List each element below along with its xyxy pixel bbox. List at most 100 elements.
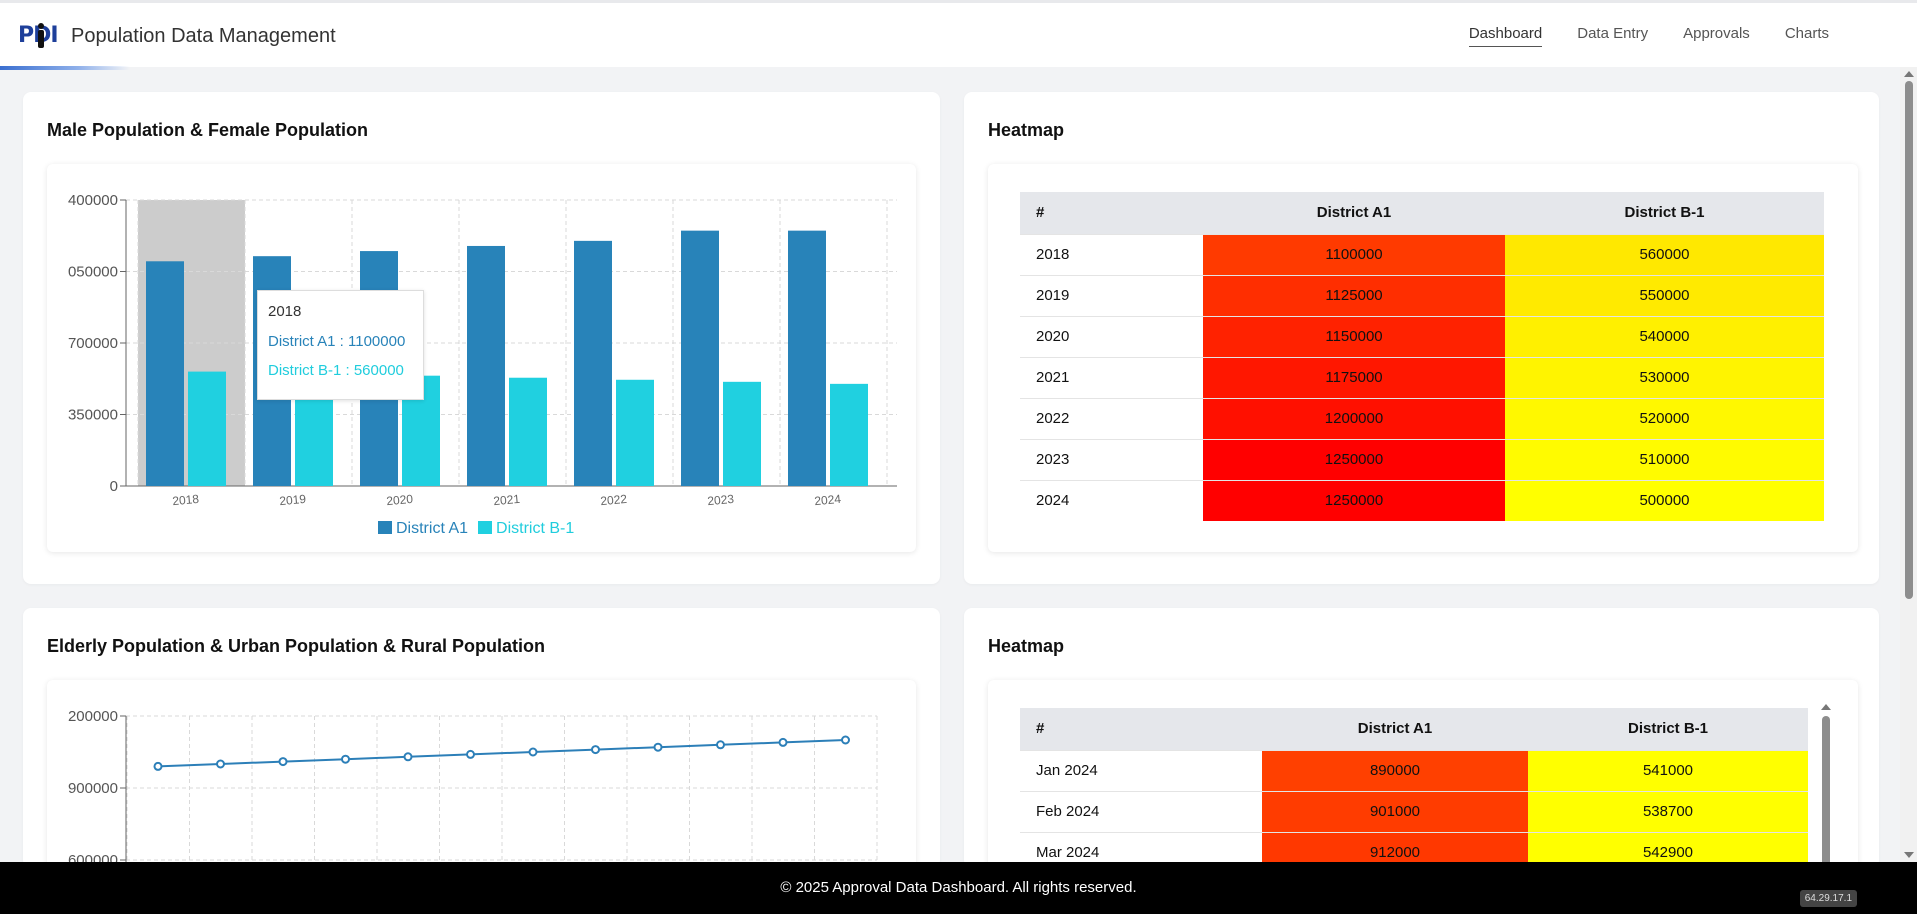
heatmap-cell-district-a1: 1150000 [1203, 315, 1505, 357]
legend-label-b1: District B-1 [496, 520, 575, 537]
nav-data-entry[interactable]: Data Entry [1577, 25, 1649, 42]
series-point [403, 752, 413, 762]
y-tick-label: 050000 [68, 264, 118, 281]
heatmap-cell-district-b1: 530000 [1505, 356, 1824, 398]
app-header: PDI Population Data Management Dashboard… [0, 3, 1917, 70]
nav-dashboard[interactable]: Dashboard [1468, 25, 1543, 47]
heatmap-cell-district-b1: 540000 [1505, 315, 1824, 357]
app-title: Population Data Management [71, 25, 336, 47]
scroll-up-arrow-icon[interactable] [1821, 704, 1831, 710]
legend-item-district-a1[interactable]: District A1 [378, 520, 468, 538]
nav-approvals[interactable]: Approvals [1683, 25, 1750, 42]
heatmap-cell-district-a1: 1250000 [1203, 438, 1505, 480]
heatmap-scrollbar[interactable] [1820, 704, 1832, 880]
bar-district-a1 [146, 261, 184, 486]
heatmap-row-label: 2019 [1020, 274, 1203, 316]
series-point [153, 761, 163, 771]
heatmap-row-label: 2021 [1020, 356, 1203, 398]
legend-label-a1: District A1 [396, 520, 469, 537]
bar-chart-card: Male Population & Female Population 0 350… [23, 92, 940, 584]
app-logo[interactable]: PDI [18, 20, 59, 54]
series-point [778, 737, 788, 747]
heatmap-panel-yearly: # District A1 District B-1 2018 1100000 56… [988, 164, 1858, 552]
heatmap-cell-district-b1: 560000 [1505, 233, 1824, 275]
bar-district-a1 [574, 240, 612, 486]
heatmap-table-monthly: # District A1 District B-1 Jan 2024 89000… [1020, 708, 1808, 873]
heatmap-cell-district-b1: 500000 [1505, 479, 1824, 521]
heatmap-row: 2018 1100000 560000 [1020, 233, 1824, 275]
heatmap-cell-district-a1: 1200000 [1203, 397, 1505, 439]
header-accent-bar [0, 66, 130, 70]
heatmap-cell-district-a1: 901000 [1262, 790, 1528, 832]
page-scroll-up-arrow-icon[interactable] [1904, 71, 1914, 77]
heatmap-row-label: 2024 [1020, 479, 1203, 521]
x-tick-label: 2020 [386, 492, 414, 508]
y-tick-label: 700000 [68, 335, 118, 352]
heatmap-body-monthly: Jan 2024 890000 541000 Feb 2024 901000 538700… [1020, 749, 1808, 873]
bar-chart: 0 350000 700000 050000 400000 2018 2019 2020 202… [68, 192, 897, 508]
page-scroll-thumb[interactable] [1905, 81, 1913, 599]
heatmap-header-district-b1: District B-1 [1528, 708, 1808, 750]
bar-district-b1 [509, 377, 547, 486]
line-chart-title: Elderly Population & Urban Population & … [47, 636, 546, 656]
x-tick-label: 2022 [600, 492, 628, 508]
y-tick-label: 400000 [68, 192, 118, 209]
heatmap-row: 2022 1200000 520000 [1020, 397, 1824, 439]
heatmap-card-monthly: Heatmap # District A1 District B-1 Jan 2… [964, 608, 1879, 880]
series-point [466, 749, 475, 759]
bar-district-a1 [788, 230, 826, 486]
heatmap-cell-district-b1: 510000 [1505, 438, 1824, 480]
ip-badge: 64.29.17.1 [1799, 890, 1857, 907]
x-tick-label: 2021 [493, 492, 521, 508]
series-point [591, 745, 600, 755]
series-point [841, 735, 850, 745]
heatmap-scroll-thumb[interactable] [1822, 716, 1830, 880]
y-tick-label: 200000 [68, 708, 118, 725]
bar-district-a1 [681, 230, 719, 486]
heatmap-row-label: Jan 2024 [1020, 749, 1262, 791]
heatmap-cell-district-a1: 1175000 [1203, 356, 1505, 398]
heatmap-header-index: # [1020, 708, 1262, 750]
heatmap-row: 2019 1125000 550000 [1020, 274, 1824, 316]
bar-district-b1 [723, 381, 761, 486]
heatmap-cell-district-a1: 890000 [1262, 749, 1528, 791]
heatmap-row-label: 2022 [1020, 397, 1203, 439]
heatmap-table-yearly: # District A1 District B-1 2018 1100000 56… [1020, 192, 1824, 521]
bar-district-b1 [830, 383, 868, 486]
main-nav: Dashboard Data Entry Approvals Charts [1468, 25, 1829, 47]
heatmap-panel-monthly: # District A1 District B-1 Jan 2024 89000… [988, 680, 1858, 880]
heatmap-title-monthly: Heatmap [988, 636, 1065, 656]
heatmap-row: 2024 1250000 500000 [1020, 479, 1824, 521]
series-point [653, 742, 663, 752]
x-tick-label: 2018 [172, 492, 200, 508]
nav-charts[interactable]: Charts [1784, 25, 1829, 42]
top-border [0, 0, 1917, 3]
page-footer: © 2025 Approval Data Dashboard. All righ… [0, 862, 1917, 914]
heatmap-header-district-b1: District B-1 [1505, 192, 1824, 234]
heatmap-header-row: # District A1 District B-1 [1020, 708, 1808, 750]
legend-swatch-b1 [478, 521, 493, 534]
series-point [528, 747, 538, 757]
page-scroll-down-arrow-icon[interactable] [1904, 852, 1914, 858]
y-tick-label: 900000 [68, 780, 118, 797]
bar-district-a1 [467, 245, 505, 486]
heatmap-cell-district-a1: 1125000 [1203, 274, 1505, 316]
series-point [716, 740, 725, 750]
y-tick-label: 350000 [68, 407, 118, 424]
tooltip-district-b1: District B-1 : 560000 [268, 362, 404, 379]
heatmap-cell-district-a1: 1100000 [1203, 233, 1505, 275]
heatmap-header-district-a1: District A1 [1203, 192, 1505, 234]
legend-item-district-b1[interactable]: District B-1 [478, 520, 574, 538]
heatmap-row: 2020 1150000 540000 [1020, 315, 1824, 357]
heatmap-row: 2021 1175000 530000 [1020, 356, 1824, 398]
heatmap-row-label: Feb 2024 [1020, 790, 1262, 832]
heatmap-cell-district-b1: 541000 [1528, 749, 1808, 791]
line-chart-panel: 200000 900000 600000 [47, 680, 916, 880]
tooltip-year: 2018 [268, 303, 302, 320]
heatmap-cell-district-b1: 520000 [1505, 397, 1824, 439]
bar-chart-legend: District A1 District B-1 [378, 520, 574, 538]
legend-swatch-a1 [378, 521, 392, 534]
page-scrollbar[interactable] [1900, 67, 1917, 862]
chart-tooltip: 2018 District A1 : 1100000 District B-1 … [257, 290, 424, 400]
